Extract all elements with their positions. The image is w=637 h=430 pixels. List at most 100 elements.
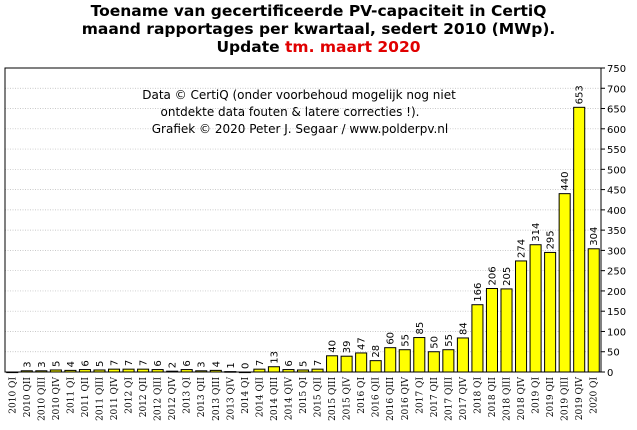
data-label: 274: [517, 239, 528, 258]
bar: [442, 349, 455, 373]
title-line-3-prefix: Update: [216, 38, 286, 56]
x-tick-label: 2016 QIII: [386, 377, 396, 421]
data-label: 1: [226, 362, 237, 368]
data-label: 653: [575, 85, 586, 104]
x-tick-label: 2012 QI: [125, 377, 135, 414]
x-tick-label: 2016 QI: [357, 377, 367, 414]
bar: [340, 355, 353, 373]
data-label: 206: [487, 266, 498, 285]
bar: [355, 352, 368, 373]
bar: [195, 370, 208, 373]
bar: [326, 355, 339, 373]
x-tick-label: 2019 QI: [532, 377, 542, 414]
chart-title: Toename van gecertificeerde PV-capacitei…: [0, 2, 637, 56]
x-tick-label: 2012 QIV: [168, 377, 178, 421]
y-tick-label: 0: [607, 368, 613, 379]
data-label: 40: [328, 340, 339, 353]
bar: [398, 349, 411, 373]
bar: [122, 368, 135, 373]
bar: [500, 288, 513, 373]
bar: [529, 244, 542, 373]
data-label: 0: [240, 363, 251, 369]
x-tick-label: 2011 QIV: [110, 377, 120, 421]
x-tick-label: 2013 QIII: [212, 377, 222, 421]
bar: [64, 369, 77, 373]
bar: [311, 368, 324, 373]
data-label: 5: [51, 361, 62, 367]
data-label: 7: [124, 360, 135, 366]
data-label: 84: [458, 322, 469, 335]
x-tick-label: 2010 QI: [8, 377, 18, 414]
gridlines: [5, 87, 601, 353]
data-label: 55: [400, 334, 411, 347]
x-tick-label: 2015 QIII: [328, 377, 338, 421]
x-tick-label: 2015 QI: [299, 377, 309, 414]
bar: [558, 193, 571, 373]
y-tick-label: 400: [607, 206, 626, 217]
bar: [573, 106, 586, 373]
x-tick-label: 2015 QII: [314, 377, 324, 418]
y-tick-label: 50: [607, 348, 620, 359]
bar: [108, 368, 121, 373]
y-tick-label: 150: [607, 307, 626, 318]
y-tick-label: 600: [607, 125, 626, 136]
title-line-2: maand rapportages per kwartaal, sedert 2…: [81, 20, 556, 38]
data-label: 5: [299, 361, 310, 367]
x-tick-label: 2013 QIV: [226, 377, 236, 421]
bar: [587, 248, 600, 373]
y-tick-label: 250: [607, 267, 626, 278]
x-tick-label: 2019 QII: [546, 377, 556, 418]
x-tick-label: 2017 QIII: [444, 377, 454, 421]
bar: [296, 369, 310, 373]
y-tick-label: 200: [607, 287, 626, 298]
data-label: 3: [37, 361, 48, 367]
x-tick-label: 2012 QII: [139, 377, 149, 418]
annotation-line-1: Data © CertiQ (onder voorbehoud mogelijk…: [142, 88, 456, 102]
x-tick-label: 2018 QIV: [517, 377, 527, 421]
x-tick-label: 2013 QII: [197, 377, 207, 418]
x-tick-label: 2018 QII: [488, 377, 498, 418]
bar: [384, 347, 397, 373]
x-tick-label: 2018 QI: [473, 377, 483, 414]
x-tick-label: 2018 QIII: [503, 377, 513, 421]
y-tick-label: 500: [607, 165, 626, 176]
y-tick-label: 750: [607, 64, 626, 75]
bar: [93, 369, 106, 373]
bar: [253, 368, 266, 373]
y-tick-label: 700: [607, 84, 626, 95]
data-label: 85: [415, 322, 426, 335]
x-tick-label: 2017 QI: [415, 377, 425, 414]
bar: [282, 369, 295, 373]
bar: [6, 371, 19, 374]
bar: [209, 369, 222, 373]
x-tick-label: 2014 QIII: [270, 377, 280, 421]
bar: [544, 251, 557, 373]
bar: [515, 260, 528, 373]
x-tick-label: 2020 QI: [590, 377, 600, 414]
bar: [471, 304, 484, 373]
title-line-1: Toename van gecertificeerde PV-capacitei…: [90, 2, 547, 20]
bar: [49, 369, 62, 373]
data-label: 440: [560, 172, 571, 191]
x-tick-label: 2013 QI: [183, 377, 193, 414]
data-label: 50: [429, 336, 440, 349]
x-tick-label: 2014 QIV: [284, 377, 294, 421]
data-label: 3: [22, 361, 33, 367]
x-tick-label: 2010 QII: [23, 377, 33, 418]
bar: [369, 360, 382, 373]
bar: [456, 337, 469, 373]
bar: [427, 351, 440, 373]
x-tick-label: 2011 QIII: [95, 377, 105, 421]
x-tick-label: 2011 QI: [66, 377, 76, 414]
data-label: 6: [182, 360, 193, 366]
bar: [238, 371, 251, 374]
data-label: 205: [502, 267, 513, 286]
bar: [20, 370, 33, 373]
bar: [485, 288, 498, 373]
title-line-3: Update tm. maart 2020: [0, 38, 637, 56]
x-tick-label: 2010 QIII: [37, 377, 47, 421]
x-axis-labels: 2010 QI 2010 QII 2010 QIII 2010 QIV 2011 QI 2…: [8, 377, 599, 421]
x-tick-label: 2015 QIV: [343, 377, 353, 421]
data-label: 39: [342, 340, 353, 353]
